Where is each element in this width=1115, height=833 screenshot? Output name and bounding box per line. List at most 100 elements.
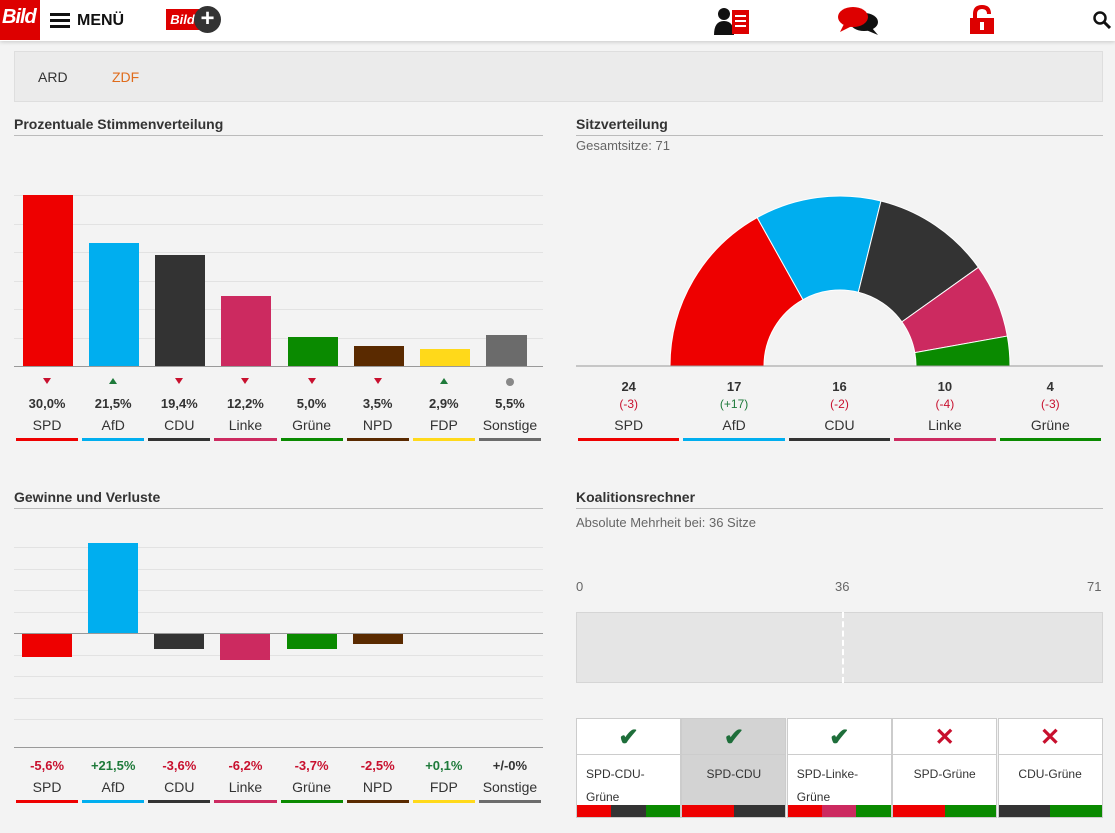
- bar-linke[interactable]: [221, 296, 272, 366]
- bar-gruene[interactable]: [287, 337, 338, 366]
- coalition-label-line: SPD-Linke-: [796, 767, 859, 781]
- seat-count: 10: [937, 379, 953, 394]
- lock-icon[interactable]: [968, 5, 996, 35]
- coalition-seat-bar: [576, 612, 1103, 683]
- party-label: SPD: [32, 779, 62, 795]
- party-color-gruene: [856, 805, 891, 817]
- value-label: -3,6%: [162, 758, 197, 773]
- value-label: 3,5%: [362, 396, 393, 411]
- party-underline: [148, 438, 211, 441]
- coalition-label: CDU-Grüne: [999, 763, 1102, 786]
- party-color-cdu: [733, 805, 786, 817]
- coalition-option-cdu-gruene[interactable]: ✕ CDU-Grüne: [997, 718, 1103, 818]
- party-color-strip: [577, 805, 680, 817]
- coalition-option-spd-linke-gruene[interactable]: ✔ SPD-Linke- Grüne: [786, 718, 892, 818]
- seat-count: 16: [832, 379, 847, 394]
- party-underline: [214, 800, 277, 803]
- bar-gruene[interactable]: [286, 634, 337, 650]
- divider: [998, 754, 1102, 755]
- coalition-option-spd-gruene[interactable]: ✕ SPD-Grüne: [892, 718, 998, 818]
- party-color-spd: [787, 805, 823, 817]
- account-icon[interactable]: [714, 6, 750, 36]
- party-underline: [478, 438, 541, 441]
- party-underline: [999, 438, 1101, 441]
- bar-npd[interactable]: [353, 346, 404, 366]
- search-icon[interactable]: [1093, 11, 1111, 29]
- party-underline: [478, 800, 541, 803]
- bar-linke[interactable]: [220, 634, 271, 660]
- gridline: [14, 309, 543, 310]
- tab-ard[interactable]: ARD: [38, 69, 68, 85]
- value-label: -6,2%: [228, 758, 263, 773]
- bar-npd[interactable]: [352, 634, 403, 645]
- party-label: FDP: [429, 779, 458, 795]
- bildplus-logo[interactable]: Bild +: [166, 6, 222, 33]
- tab-zdf[interactable]: ZDF: [112, 69, 140, 85]
- divider: [576, 508, 1103, 509]
- party-underline: [16, 800, 79, 803]
- coalition-option-spd-cdu-gruene[interactable]: ✔ SPD-CDU- Grüne: [576, 718, 681, 818]
- value-label: 5,5%: [495, 396, 525, 411]
- seat-change: (-2): [830, 397, 849, 411]
- coalition-option-spd-cdu[interactable]: ✔ SPD-CDU: [681, 718, 787, 818]
- coalition-label-line: Grüne: [796, 790, 831, 804]
- bar-afd[interactable]: [89, 243, 140, 366]
- coalition-label-line: CDU-Grüne: [1018, 767, 1082, 781]
- seat-distribution-chart: [576, 195, 1103, 367]
- gridline: [14, 252, 543, 253]
- gridline: [14, 280, 543, 282]
- menu-button[interactable]: MENÜ: [50, 10, 124, 32]
- trend-down-icon: [241, 378, 250, 384]
- coalition-label: SPD-CDU: [682, 763, 785, 786]
- party-label: Linke: [228, 417, 263, 433]
- broadcaster-tabs: ARD ZDF: [14, 51, 1103, 102]
- gridline: [14, 568, 543, 570]
- coalition-label: SPD-CDU- Grüne: [577, 763, 680, 809]
- scale-majority: 36: [835, 579, 850, 594]
- value-label: +/-0%: [492, 758, 528, 773]
- trend-down-icon: [43, 378, 52, 384]
- gridline: [14, 337, 543, 339]
- comments-icon[interactable]: [838, 6, 880, 36]
- party-underline: [82, 438, 145, 441]
- party-label: SPD: [32, 417, 62, 433]
- party-label: NPD: [362, 417, 393, 433]
- seat-count: 4: [1046, 379, 1054, 394]
- party-color-linke: [822, 805, 857, 817]
- bar-fdp[interactable]: [419, 349, 470, 366]
- trend-neutral-icon: [505, 378, 514, 386]
- trend-down-icon: [175, 378, 184, 384]
- divider: [787, 754, 891, 755]
- bar-cdu[interactable]: [155, 255, 206, 366]
- bar-cdu[interactable]: [154, 634, 205, 650]
- plus-icon: +: [194, 6, 221, 33]
- party-color-spd: [893, 805, 945, 817]
- logo-text: Bild: [2, 6, 37, 28]
- divider: [576, 135, 1103, 136]
- seat-segment-spd: [669, 216, 804, 367]
- party-label: Grüne: [1030, 417, 1070, 433]
- party-label: CDU: [164, 779, 195, 795]
- party-color-cdu: [998, 805, 1051, 817]
- party-label: CDU: [164, 417, 195, 433]
- gridline: [14, 654, 543, 656]
- checkmark-icon: ✔: [618, 724, 639, 751]
- seats-title: Sitzverteilung: [576, 116, 668, 132]
- seats-subtitle: Gesamtsitze: 71: [576, 138, 670, 153]
- divider: [893, 754, 997, 755]
- gridline: [14, 590, 543, 591]
- seat-change: (-3): [619, 397, 639, 411]
- bar-spd[interactable]: [23, 194, 73, 366]
- value-label: +0,1%: [425, 758, 463, 773]
- seat-change: (-3): [1040, 397, 1060, 411]
- party-label: NPD: [362, 779, 393, 795]
- bar-sonstige[interactable]: [485, 334, 527, 366]
- divider: [682, 754, 786, 755]
- checkmark-icon: ✔: [723, 724, 744, 751]
- value-label: 2,9%: [428, 396, 459, 411]
- gridline: [14, 547, 543, 548]
- bar-afd[interactable]: [88, 543, 139, 633]
- bar-spd[interactable]: [22, 634, 72, 658]
- bild-logo[interactable]: Bild: [0, 0, 40, 40]
- gridline: [14, 611, 543, 613]
